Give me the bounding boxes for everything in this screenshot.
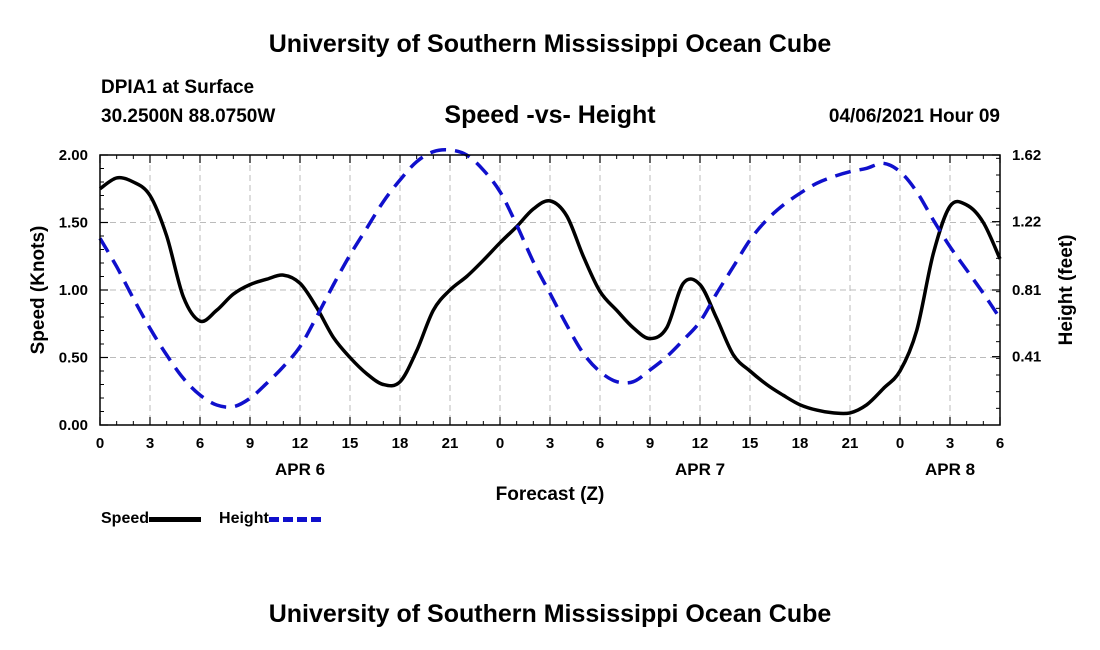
- y-tick-label: 0.00: [59, 417, 88, 434]
- y-tick-label: 1.00: [59, 282, 88, 299]
- x-tick-label: 3: [146, 435, 154, 452]
- y2-tick-label: 0.81: [1012, 282, 1041, 299]
- y-tick-label: 2.00: [59, 147, 88, 164]
- legend: Speed Height: [101, 510, 321, 528]
- axis-layer: 0 3 6 9 12 15 18 21 0 3 6 9 12 15 18 21 0 3 6 0.00 0.50 1.00 1…: [59, 147, 1041, 479]
- series-line-speed: [98, 175, 1002, 416]
- legend-speed-label: Speed: [101, 510, 150, 527]
- chart-title: Speed -vs- Height: [444, 101, 656, 129]
- y-axis-label: Speed (Knots): [28, 226, 49, 355]
- x-tick-label: 9: [646, 435, 654, 452]
- y2-tick-label: 1.62: [1012, 147, 1041, 164]
- x-tick-label: 15: [342, 435, 359, 452]
- date-label: APR 6: [275, 460, 325, 479]
- x-tick-label: 0: [96, 435, 104, 452]
- y2-tick-label: 0.41: [1012, 349, 1041, 366]
- x-tick-label: 3: [546, 435, 554, 452]
- x-tick-label: 6: [996, 435, 1004, 452]
- station-coordinates: 30.2500N 88.0750W: [101, 106, 276, 127]
- x-tick-label: 3: [946, 435, 954, 452]
- page-title-top: University of Southern Mississippi Ocean…: [268, 30, 832, 58]
- x-tick-label: 18: [792, 435, 809, 452]
- x-tick-label: 12: [292, 435, 309, 452]
- x-axis-label: Forecast (Z): [496, 484, 605, 505]
- x-tick-label: 0: [496, 435, 504, 452]
- legend-speed-swatch: [149, 516, 202, 522]
- series-layer: [98, 147, 1002, 416]
- y-tick-label: 0.50: [59, 350, 88, 367]
- date-label: APR 7: [675, 460, 725, 479]
- page-title-bottom: University of Southern Mississippi Ocean…: [268, 600, 832, 628]
- y2-axis-label: Height (feet): [1056, 235, 1077, 346]
- station-name: DPIA1 at Surface: [101, 77, 255, 98]
- legend-height-swatch: [268, 516, 321, 522]
- x-tick-label: 15: [742, 435, 759, 452]
- y-tick-label: 1.50: [59, 215, 88, 232]
- x-tick-label: 6: [596, 435, 604, 452]
- x-tick-label: 18: [392, 435, 409, 452]
- y2-tick-label: 1.22: [1012, 214, 1041, 231]
- legend-height-label: Height: [219, 510, 269, 527]
- forecast-datetime: 04/06/2021 Hour 09: [828, 106, 1000, 127]
- x-tick-label: 0: [896, 435, 904, 452]
- series-line-height: [98, 147, 1002, 409]
- grid-layer: [100, 155, 1000, 425]
- x-tick-label: 6: [196, 435, 204, 452]
- x-tick-label: 21: [442, 435, 459, 452]
- x-tick-label: 9: [246, 435, 254, 452]
- date-label: APR 8: [925, 460, 975, 479]
- x-tick-label: 21: [842, 435, 859, 452]
- x-tick-label: 12: [692, 435, 709, 452]
